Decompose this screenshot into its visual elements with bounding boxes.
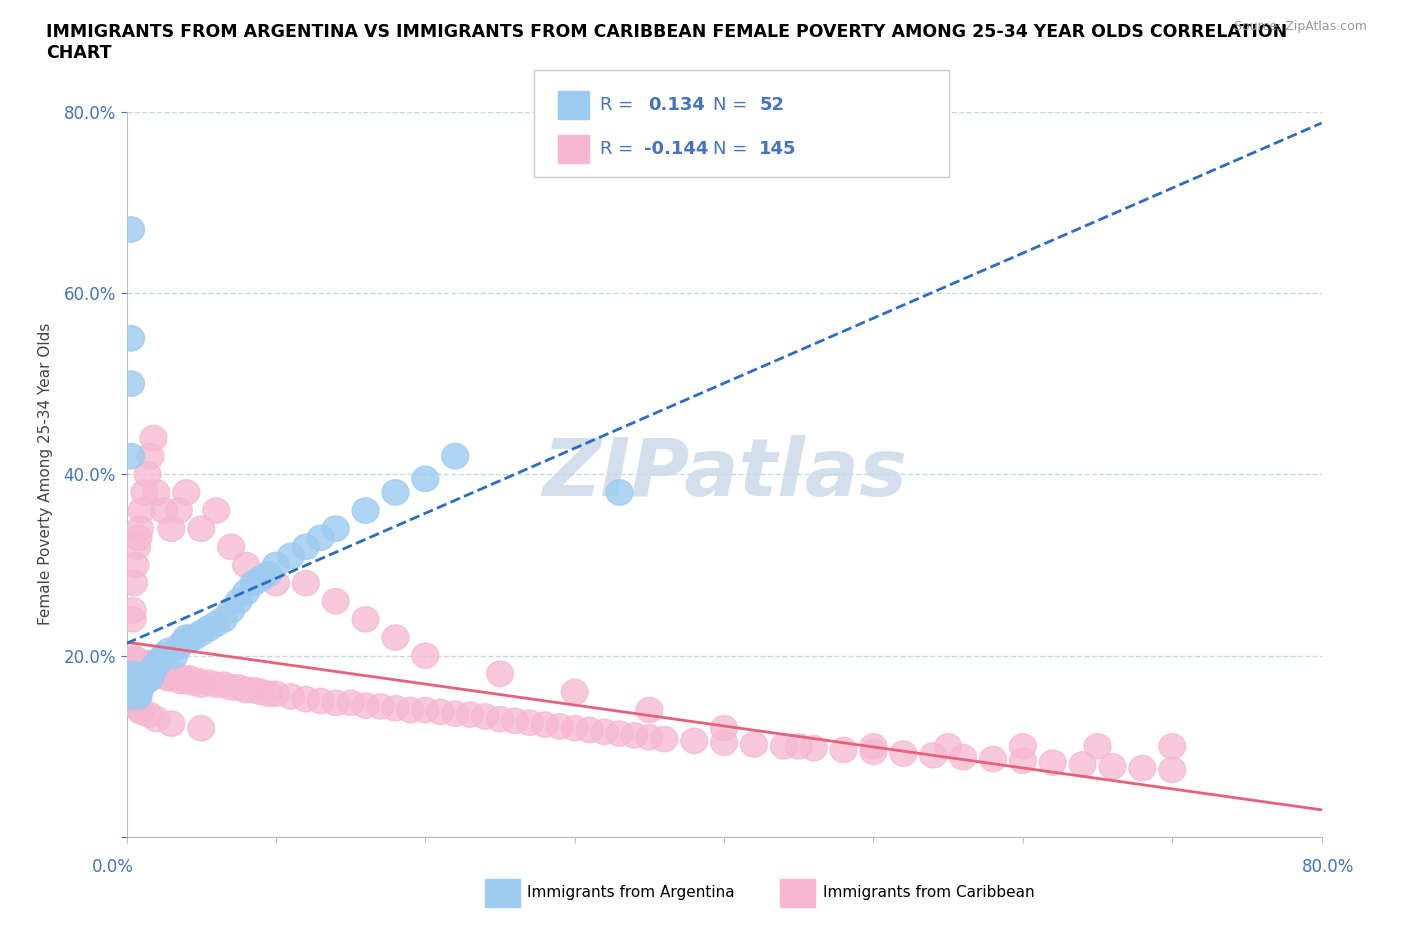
Text: Source: ZipAtlas.com: Source: ZipAtlas.com (1233, 20, 1367, 33)
Text: 145: 145 (759, 140, 797, 158)
Text: -0.144: -0.144 (644, 140, 709, 158)
Text: R =: R = (600, 96, 640, 114)
Text: 0.134: 0.134 (648, 96, 704, 114)
Text: ZIPatlas: ZIPatlas (541, 435, 907, 513)
Text: 0.0%: 0.0% (91, 858, 134, 876)
Y-axis label: Female Poverty Among 25-34 Year Olds: Female Poverty Among 25-34 Year Olds (38, 323, 52, 626)
Text: N =: N = (713, 96, 752, 114)
Text: Immigrants from Caribbean: Immigrants from Caribbean (823, 885, 1035, 900)
Text: R =: R = (600, 140, 640, 158)
Text: N =: N = (713, 140, 752, 158)
Text: IMMIGRANTS FROM ARGENTINA VS IMMIGRANTS FROM CARIBBEAN FEMALE POVERTY AMONG 25-3: IMMIGRANTS FROM ARGENTINA VS IMMIGRANTS … (46, 23, 1288, 62)
Text: 52: 52 (759, 96, 785, 114)
Text: 80.0%: 80.0% (1302, 858, 1354, 876)
Text: Immigrants from Argentina: Immigrants from Argentina (527, 885, 735, 900)
